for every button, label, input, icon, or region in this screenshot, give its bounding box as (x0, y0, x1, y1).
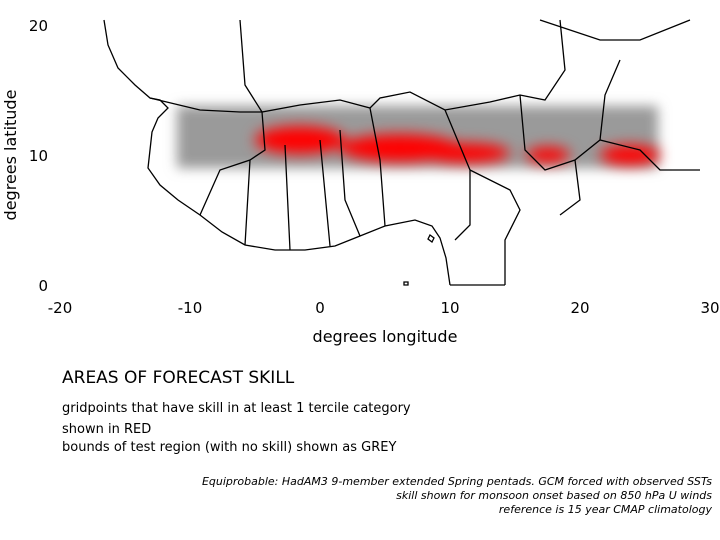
x-tick-label: 10 (440, 299, 459, 317)
caption-line: skill shown for monsoon onset based on 8… (396, 489, 712, 502)
x-tick-label: 30 (700, 299, 719, 317)
map (103, 19, 700, 286)
skill-area (255, 126, 660, 165)
y-tick-label: 10 (29, 147, 48, 165)
x-tick-label: 0 (315, 299, 325, 317)
island (403, 234, 435, 286)
caption-line: Equiprobable: HadAM3 9-member extended S… (202, 475, 712, 488)
x-tick-label: 20 (570, 299, 589, 317)
caption-line: reference is 15 year CMAP climatology (499, 503, 713, 516)
x-axis-label: degrees longitude (313, 327, 458, 346)
y-tick-label: 0 (38, 277, 48, 295)
borders (149, 19, 700, 286)
legend-line: bounds of test region (with no skill) sh… (62, 440, 396, 455)
x-tick-label: -20 (48, 299, 73, 317)
x-tick-label: -10 (178, 299, 203, 317)
legend-title: AREAS OF FORECAST SKILL (62, 368, 295, 388)
legend-line: shown in RED (62, 422, 151, 437)
y-tick-label: 20 (29, 17, 48, 35)
legend-line: gridpoints that have skill in at least 1… (62, 401, 411, 416)
y-axis-label: degrees latitude (1, 90, 20, 221)
